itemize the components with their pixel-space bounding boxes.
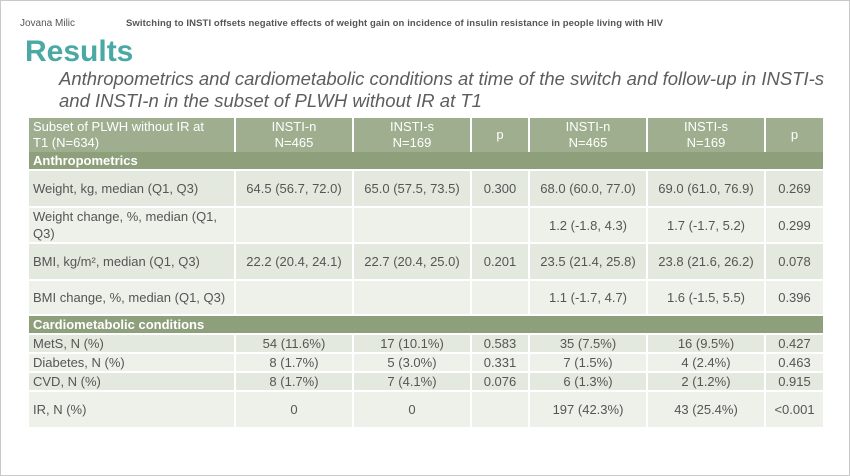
row-label: Weight, kg, median (Q1, Q3) [29, 170, 236, 208]
table-cell: 23.8 (21.6, 26.2) [647, 243, 766, 281]
header-title: Switching to INSTI offsets negative effe… [126, 18, 664, 29]
table-cell: 0.269 [765, 170, 825, 208]
table-row: Diabetes, N (%) 8 (1.7%) 5 (3.0%) 0.331 … [29, 353, 825, 373]
column-header: Subset of PLWH without IR at T1 (N=634) [29, 118, 236, 152]
table-cell: 17 (10.1%) [353, 334, 472, 354]
row-label: IR, N (%) [29, 391, 236, 429]
table-cell: 65.0 (57.5, 73.5) [353, 170, 472, 208]
author-name: Jovana Milic [20, 18, 76, 29]
row-label: Weight change, %, median (Q1, Q3) [29, 207, 236, 244]
table-cell: 2 (1.2%) [647, 372, 766, 392]
table-cell: 0.915 [765, 372, 825, 392]
table-cell: 1.6 (-1.5, 5.5) [647, 280, 766, 316]
row-label: Diabetes, N (%) [29, 353, 236, 373]
table-cell: 22.7 (20.4, 25.0) [353, 243, 472, 281]
column-header: p [765, 118, 825, 152]
table-header-row: Subset of PLWH without IR at T1 (N=634) I… [29, 118, 825, 152]
table-cell: 7 (4.1%) [353, 372, 472, 392]
table-cell [471, 207, 530, 244]
table-cell: 23.5 (21.4, 25.8) [529, 243, 648, 281]
table-cell: 1.2 (-1.8, 4.3) [529, 207, 648, 244]
table-row: CVD, N (%) 8 (1.7%) 7 (4.1%) 0.076 6 (1.… [29, 372, 825, 392]
row-label: BMI change, %, median (Q1, Q3) [29, 280, 236, 316]
section-row: Anthropometrics [29, 152, 825, 171]
section-title: Cardiometabolic conditions [29, 315, 825, 335]
table-cell: 64.5 (56.7, 72.0) [235, 170, 354, 208]
table-cell: 0.201 [471, 243, 530, 281]
column-header: INSTI-s N=169 [647, 118, 766, 152]
section-title: Anthropometrics [29, 152, 825, 171]
table-cell [353, 207, 472, 244]
column-header: INSTI-n N=465 [529, 118, 648, 152]
table-cell: 0.078 [765, 243, 825, 281]
table-cell: 0.583 [471, 334, 530, 354]
table-cell [235, 207, 354, 244]
table-cell: 0 [235, 391, 354, 429]
column-header: INSTI-s N=169 [353, 118, 472, 152]
table-cell [471, 280, 530, 316]
row-label: CVD, N (%) [29, 372, 236, 392]
table-row: BMI change, %, median (Q1, Q3) 1.1 (-1.7… [29, 280, 825, 316]
table-cell [235, 280, 354, 316]
results-table: Subset of PLWH without IR at T1 (N=634) I… [29, 118, 825, 429]
table-cell: 35 (7.5%) [529, 334, 648, 354]
table-cell: 0.427 [765, 334, 825, 354]
table-cell: 68.0 (60.0, 77.0) [529, 170, 648, 208]
table-cell: 0.076 [471, 372, 530, 392]
table-cell [353, 280, 472, 316]
table-cell: 0.331 [471, 353, 530, 373]
column-header: p [471, 118, 530, 152]
table-cell: 16 (9.5%) [647, 334, 766, 354]
table-cell: 6 (1.3%) [529, 372, 648, 392]
section-heading: Results [25, 35, 134, 68]
table-cell: 0.463 [765, 353, 825, 373]
table-cell [471, 391, 530, 429]
table-cell: <0.001 [765, 391, 825, 429]
table-cell: 1.7 (-1.7, 5.2) [647, 207, 766, 244]
table-cell: 22.2 (20.4, 24.1) [235, 243, 354, 281]
table-cell: 43 (25.4%) [647, 391, 766, 429]
section-row: Cardiometabolic conditions [29, 315, 825, 335]
table-cell: 8 (1.7%) [235, 353, 354, 373]
table-cell: 7 (1.5%) [529, 353, 648, 373]
table-cell: 0.396 [765, 280, 825, 316]
table-row: Weight change, %, median (Q1, Q3) 1.2 (-… [29, 207, 825, 244]
table-cell: 0.300 [471, 170, 530, 208]
table-cell: 4 (2.4%) [647, 353, 766, 373]
table-row: BMI, kg/m², median (Q1, Q3) 22.2 (20.4, … [29, 243, 825, 281]
row-label: BMI, kg/m², median (Q1, Q3) [29, 243, 236, 281]
row-label: MetS, N (%) [29, 334, 236, 354]
table-cell: 69.0 (61.0, 76.9) [647, 170, 766, 208]
table-row: Weight, kg, median (Q1, Q3) 64.5 (56.7, … [29, 170, 825, 208]
table-cell: 197 (42.3%) [529, 391, 648, 429]
column-header: INSTI-n N=465 [235, 118, 354, 152]
table-cell: 0 [353, 391, 472, 429]
table-cell: 54 (11.6%) [235, 334, 354, 354]
table-row: IR, N (%) 0 0 197 (42.3%) 43 (25.4%) <0.… [29, 391, 825, 429]
table-row: MetS, N (%) 54 (11.6%) 17 (10.1%) 0.583 … [29, 334, 825, 354]
table-cell: 0.299 [765, 207, 825, 244]
table-cell: 5 (3.0%) [353, 353, 472, 373]
slide-subtitle: Anthropometrics and cardiometabolic cond… [59, 68, 825, 111]
table-cell: 1.1 (-1.7, 4.7) [529, 280, 648, 316]
table-cell: 8 (1.7%) [235, 372, 354, 392]
